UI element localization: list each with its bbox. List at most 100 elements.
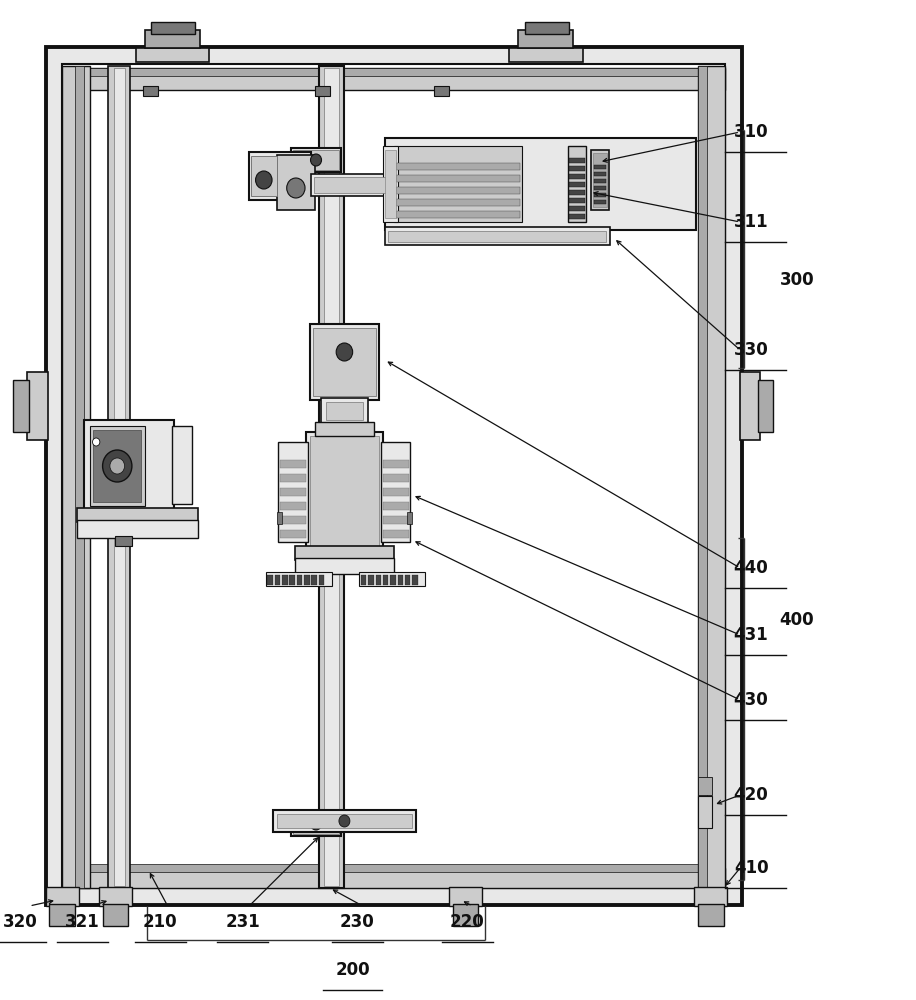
Bar — [368, 575, 374, 585]
Bar — [569, 190, 585, 195]
Bar — [594, 200, 606, 204]
Bar — [591, 150, 609, 210]
Bar — [103, 904, 128, 926]
Bar — [291, 148, 341, 172]
Bar — [151, 22, 195, 34]
Bar — [75, 66, 84, 888]
Bar — [412, 575, 418, 585]
Text: 430: 430 — [734, 691, 769, 709]
Bar — [326, 402, 363, 420]
Bar — [525, 22, 569, 34]
Text: 231: 231 — [225, 913, 260, 931]
Bar — [698, 796, 712, 828]
Bar — [73, 76, 714, 876]
Bar — [383, 146, 398, 222]
Bar — [90, 426, 145, 506]
Bar — [282, 575, 288, 585]
Bar — [114, 68, 125, 886]
Bar — [62, 68, 725, 90]
Bar — [694, 887, 727, 906]
Bar — [304, 575, 310, 585]
Circle shape — [287, 178, 305, 198]
Text: 400: 400 — [780, 611, 814, 629]
Circle shape — [339, 815, 350, 827]
Bar — [383, 474, 409, 482]
Bar — [62, 868, 725, 888]
Text: 420: 420 — [734, 786, 769, 804]
Bar — [291, 812, 341, 836]
Circle shape — [311, 154, 322, 166]
Text: 431: 431 — [734, 626, 769, 644]
Bar — [324, 68, 339, 886]
Bar — [569, 198, 585, 203]
Bar — [396, 163, 520, 170]
Text: 300: 300 — [780, 271, 814, 289]
Bar — [145, 30, 200, 48]
Bar — [278, 442, 308, 542]
Bar — [77, 508, 198, 522]
Bar — [381, 442, 410, 542]
Circle shape — [110, 458, 125, 474]
Bar — [275, 575, 280, 585]
Bar — [359, 572, 425, 586]
Bar — [280, 460, 306, 468]
Bar — [314, 177, 387, 193]
Bar — [698, 777, 712, 795]
Bar — [569, 166, 585, 171]
Bar — [594, 172, 606, 176]
Bar — [289, 575, 295, 585]
Bar — [594, 193, 606, 197]
Bar — [385, 138, 696, 230]
Bar — [388, 231, 606, 242]
Circle shape — [256, 171, 272, 189]
Bar — [453, 904, 478, 926]
Bar — [569, 158, 585, 163]
Bar — [295, 558, 394, 574]
Bar — [569, 214, 585, 219]
Bar — [46, 887, 79, 906]
Bar — [390, 575, 396, 585]
Text: 200: 200 — [335, 961, 370, 979]
Bar — [698, 904, 724, 926]
Circle shape — [311, 818, 322, 830]
Text: 330: 330 — [734, 341, 769, 359]
Bar — [594, 179, 606, 183]
Bar — [62, 64, 725, 888]
Bar — [385, 150, 396, 218]
Bar — [593, 153, 607, 207]
Bar — [449, 887, 482, 906]
Bar — [310, 436, 379, 546]
Bar — [361, 575, 366, 585]
Bar — [46, 47, 742, 905]
Bar — [84, 420, 174, 512]
Bar — [62, 66, 90, 888]
Bar — [383, 516, 409, 524]
Bar — [277, 512, 282, 524]
Text: 220: 220 — [450, 913, 485, 931]
Text: 310: 310 — [734, 123, 769, 141]
Bar — [569, 174, 585, 179]
Bar — [396, 187, 520, 194]
Bar — [319, 66, 344, 888]
Bar — [62, 68, 725, 76]
Bar — [293, 150, 339, 170]
Bar — [13, 380, 29, 432]
Bar — [594, 186, 606, 190]
Bar — [280, 502, 306, 510]
Bar — [698, 66, 707, 888]
Text: 321: 321 — [65, 913, 100, 931]
Bar — [394, 146, 522, 222]
Bar — [321, 398, 368, 424]
Text: 230: 230 — [340, 913, 375, 931]
Bar — [396, 199, 520, 206]
Bar — [396, 211, 520, 218]
Bar — [280, 516, 306, 524]
Circle shape — [336, 343, 353, 361]
Bar — [383, 530, 409, 538]
Bar — [383, 488, 409, 496]
Bar — [62, 864, 725, 872]
Bar — [568, 146, 586, 222]
Bar — [295, 546, 394, 560]
Circle shape — [103, 450, 132, 482]
Bar — [251, 156, 277, 196]
